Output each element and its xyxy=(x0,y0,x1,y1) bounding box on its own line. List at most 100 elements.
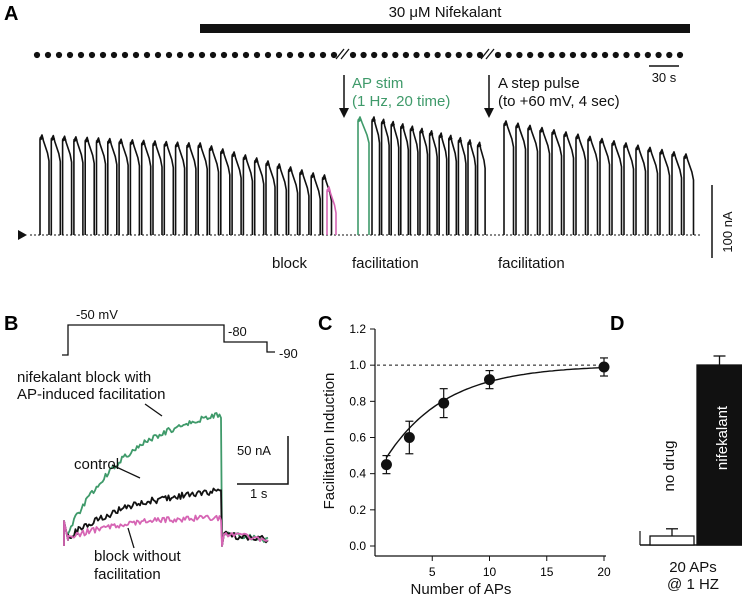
chart-c-point xyxy=(484,374,495,385)
label-facilitation-2: facilitation xyxy=(498,255,565,272)
sweep xyxy=(119,139,128,235)
chart-c-ytick-label: 1.2 xyxy=(349,322,366,336)
sweep xyxy=(420,129,428,236)
stimulus-dot xyxy=(287,52,293,58)
sweep xyxy=(382,119,390,235)
step-pulse-arrow xyxy=(484,75,494,118)
sweep xyxy=(516,123,526,235)
stimulus-dot xyxy=(309,52,315,58)
stimulus-dot xyxy=(413,52,419,58)
current-traces-a xyxy=(40,117,694,235)
scale-current-b: 50 nA xyxy=(237,443,271,458)
stimulus-dot xyxy=(570,52,576,58)
stimulus-dot xyxy=(254,52,260,58)
sweep xyxy=(552,130,562,235)
stimulus-dot xyxy=(392,52,398,58)
sweep xyxy=(576,134,586,235)
trace-nifekalant-facilitation xyxy=(64,413,268,546)
stimulus-dot xyxy=(210,52,216,58)
stimulus-dot xyxy=(100,52,106,58)
stimulus-dot xyxy=(382,52,388,58)
sweep xyxy=(439,133,447,235)
stimulus-dot xyxy=(34,52,40,58)
stimulus-dot xyxy=(188,52,194,58)
sweep xyxy=(311,173,320,235)
sweep xyxy=(391,122,399,235)
stimulus-dot xyxy=(331,52,337,58)
chart-c-ytick-label: 0.0 xyxy=(349,539,366,553)
chart-c: 0.0 0.2 0.4 0.6 0.8 1.0 1.2 5 10 15 20 xyxy=(349,322,611,579)
stimulus-dot xyxy=(538,52,544,58)
label-green-1: nifekalant block with xyxy=(17,369,151,386)
sweep xyxy=(277,164,286,235)
chart-c-fit xyxy=(386,368,604,458)
current-scale-label: 100 nA xyxy=(720,211,735,253)
chart-c-xtick-label: 5 xyxy=(429,565,436,579)
sweep xyxy=(528,125,538,235)
sweep xyxy=(478,142,486,235)
sweep xyxy=(221,149,230,235)
bar-no-drug xyxy=(650,536,694,545)
label-magenta-1: block without xyxy=(94,548,182,565)
chart-c-ylabel: Facilitation Induction xyxy=(321,373,338,510)
stimulus-dot xyxy=(78,52,84,58)
sweep xyxy=(588,136,598,235)
stimulus-dot xyxy=(645,52,651,58)
chart-d-xlabel-2: @ 1 HZ xyxy=(667,576,719,593)
stimulus-dot xyxy=(276,52,282,58)
ap-stim-arrow xyxy=(339,75,349,118)
sweep xyxy=(74,137,83,235)
sweep xyxy=(449,135,457,235)
stimulus-dot xyxy=(56,52,62,58)
stimulus-dot xyxy=(602,52,608,58)
sweep xyxy=(564,132,574,235)
stimulus-dot xyxy=(435,52,441,58)
sweep xyxy=(198,143,207,235)
sweep xyxy=(672,152,682,235)
sweep xyxy=(187,143,196,235)
sweep xyxy=(401,124,409,235)
stimulus-dot xyxy=(548,52,554,58)
pointer-green xyxy=(145,404,162,416)
time-scale-label: 30 s xyxy=(652,70,677,85)
sweep xyxy=(40,135,49,235)
stimulus-dot xyxy=(506,52,512,58)
stimulus-dot xyxy=(516,52,522,58)
scale-time-b: 1 s xyxy=(250,486,268,501)
stimulus-dot xyxy=(133,52,139,58)
chart-c-point xyxy=(381,459,392,470)
sweep xyxy=(648,147,658,235)
sweep xyxy=(458,138,466,235)
sweep xyxy=(97,138,106,235)
sweep xyxy=(684,154,694,235)
v-tail-label: -80 xyxy=(228,324,247,339)
stimulus-dot xyxy=(199,52,205,58)
stimulus-dot xyxy=(89,52,95,58)
chart-c-point xyxy=(599,361,610,372)
sweep xyxy=(612,141,622,235)
sweep xyxy=(636,145,646,235)
stimulus-dot xyxy=(166,52,172,58)
sweep xyxy=(266,161,275,235)
sweep xyxy=(540,128,550,235)
stimulus-dot xyxy=(320,52,326,58)
stimulus-dot xyxy=(403,52,409,58)
stimulus-dot xyxy=(265,52,271,58)
ap-stim-detail: (1 Hz, 20 time) xyxy=(352,93,450,110)
stimulus-dot xyxy=(221,52,227,58)
stimulus-dot xyxy=(424,52,430,58)
sweep xyxy=(243,155,252,235)
sweep xyxy=(108,139,117,235)
current-traces-b xyxy=(64,413,268,546)
sweep xyxy=(232,152,241,235)
sweep xyxy=(430,131,438,235)
sweep xyxy=(164,142,173,235)
stimulus-dot xyxy=(677,52,683,58)
bar-label-nifekalant: nifekalant xyxy=(714,405,731,470)
panel-label-a: A xyxy=(4,3,18,25)
sweep xyxy=(130,140,139,235)
stimulus-dot xyxy=(177,52,183,58)
axis-break-2 xyxy=(481,49,494,59)
